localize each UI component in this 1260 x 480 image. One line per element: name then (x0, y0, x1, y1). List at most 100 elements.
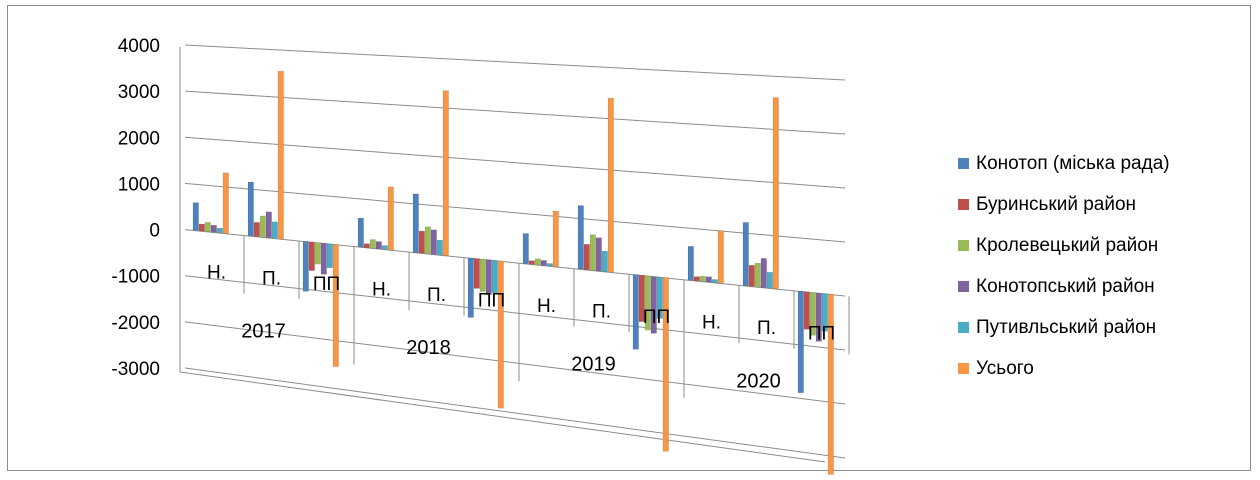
category-label: ПП (643, 307, 670, 328)
category-label: Н. (372, 279, 391, 300)
bar (326, 243, 333, 269)
gridline (184, 136, 846, 189)
category-label: ПП (808, 324, 835, 345)
bar (772, 97, 779, 290)
bar (540, 260, 547, 266)
bar (522, 233, 529, 264)
bar (332, 244, 339, 367)
bar (192, 202, 199, 231)
legend-swatch (958, 199, 969, 210)
bar (473, 258, 480, 289)
gridline (184, 229, 846, 297)
category-label: Н. (207, 263, 226, 284)
bar (687, 246, 694, 281)
legend-label: Путивльський район (976, 316, 1157, 338)
bar (528, 260, 535, 265)
bar (308, 241, 315, 271)
legend-item: Конотоп (міська рада) (958, 143, 1258, 184)
bar (479, 259, 486, 292)
bar (253, 222, 260, 237)
y-tick-label: -1000 (111, 267, 160, 288)
legend-swatch (958, 322, 969, 333)
bar (436, 239, 443, 256)
y-tick-label: -2000 (111, 313, 160, 334)
legend-label: Кролевецький район (976, 234, 1159, 256)
y-tick-label: 0 (149, 221, 160, 242)
bar (711, 279, 718, 283)
bar (418, 230, 425, 254)
bar (412, 193, 419, 253)
bar (638, 275, 645, 322)
bar (363, 243, 370, 248)
bar (320, 243, 327, 275)
bar (247, 181, 254, 237)
bar (650, 276, 657, 334)
legend-label: Буринський район (976, 193, 1137, 215)
bar (369, 239, 376, 249)
legend-label: Конотопський район (976, 275, 1155, 297)
y-tick-label: -3000 (111, 359, 160, 380)
legend-item: Буринський район (958, 184, 1258, 225)
bar (424, 226, 431, 254)
bar (644, 275, 651, 331)
bar (742, 222, 749, 286)
category-label: ПП (313, 274, 340, 295)
group-year-label: 2018 (406, 337, 451, 359)
y-tick-label: 4000 (118, 36, 160, 57)
bar (198, 223, 205, 232)
bar (717, 230, 724, 284)
gridline (184, 182, 846, 243)
bar (815, 292, 822, 342)
bar (314, 242, 321, 265)
bar (662, 277, 669, 452)
bar (699, 275, 706, 282)
y-tick-label: 1000 (118, 174, 160, 195)
bar (302, 241, 309, 292)
bar (497, 260, 504, 409)
legend-item: Конотопський район (958, 266, 1258, 307)
legend-label: Конотоп (міська рада) (976, 152, 1170, 174)
bar (259, 215, 266, 238)
legend-swatch (958, 158, 969, 169)
bar (583, 244, 590, 270)
bar (748, 264, 755, 287)
bar (821, 293, 828, 332)
bar (797, 291, 804, 394)
bar (381, 245, 388, 250)
chart-frame (7, 5, 1251, 471)
category-label: П. (592, 301, 611, 322)
bar (577, 205, 584, 270)
bar (552, 210, 559, 267)
bar (265, 211, 272, 238)
bar (546, 263, 553, 267)
bar (705, 276, 712, 283)
group-year-label: 2020 (736, 370, 781, 392)
bar (210, 224, 217, 233)
legend-label: Усього (976, 357, 1034, 379)
category-label: П. (262, 268, 281, 289)
bar (467, 257, 474, 318)
category-label: Н. (702, 313, 721, 334)
bar (387, 186, 394, 251)
legend-item: Кролевецький район (958, 225, 1258, 266)
bar (216, 227, 223, 234)
gridline (184, 90, 846, 135)
legend-swatch (958, 281, 969, 292)
bar (442, 90, 449, 256)
bar (375, 241, 382, 250)
bar (803, 291, 810, 330)
bar (204, 222, 211, 232)
y-tick-label: 2000 (118, 128, 160, 149)
bar (693, 276, 700, 282)
category-label: П. (757, 318, 776, 339)
legend-swatch (958, 363, 969, 374)
group-year-label: 2019 (571, 354, 616, 376)
group-year-label: 2017 (241, 320, 286, 342)
bar (809, 292, 816, 336)
bar (760, 258, 767, 288)
bar (827, 294, 834, 475)
bar (595, 237, 602, 272)
bar (222, 172, 229, 234)
bar (607, 97, 614, 273)
